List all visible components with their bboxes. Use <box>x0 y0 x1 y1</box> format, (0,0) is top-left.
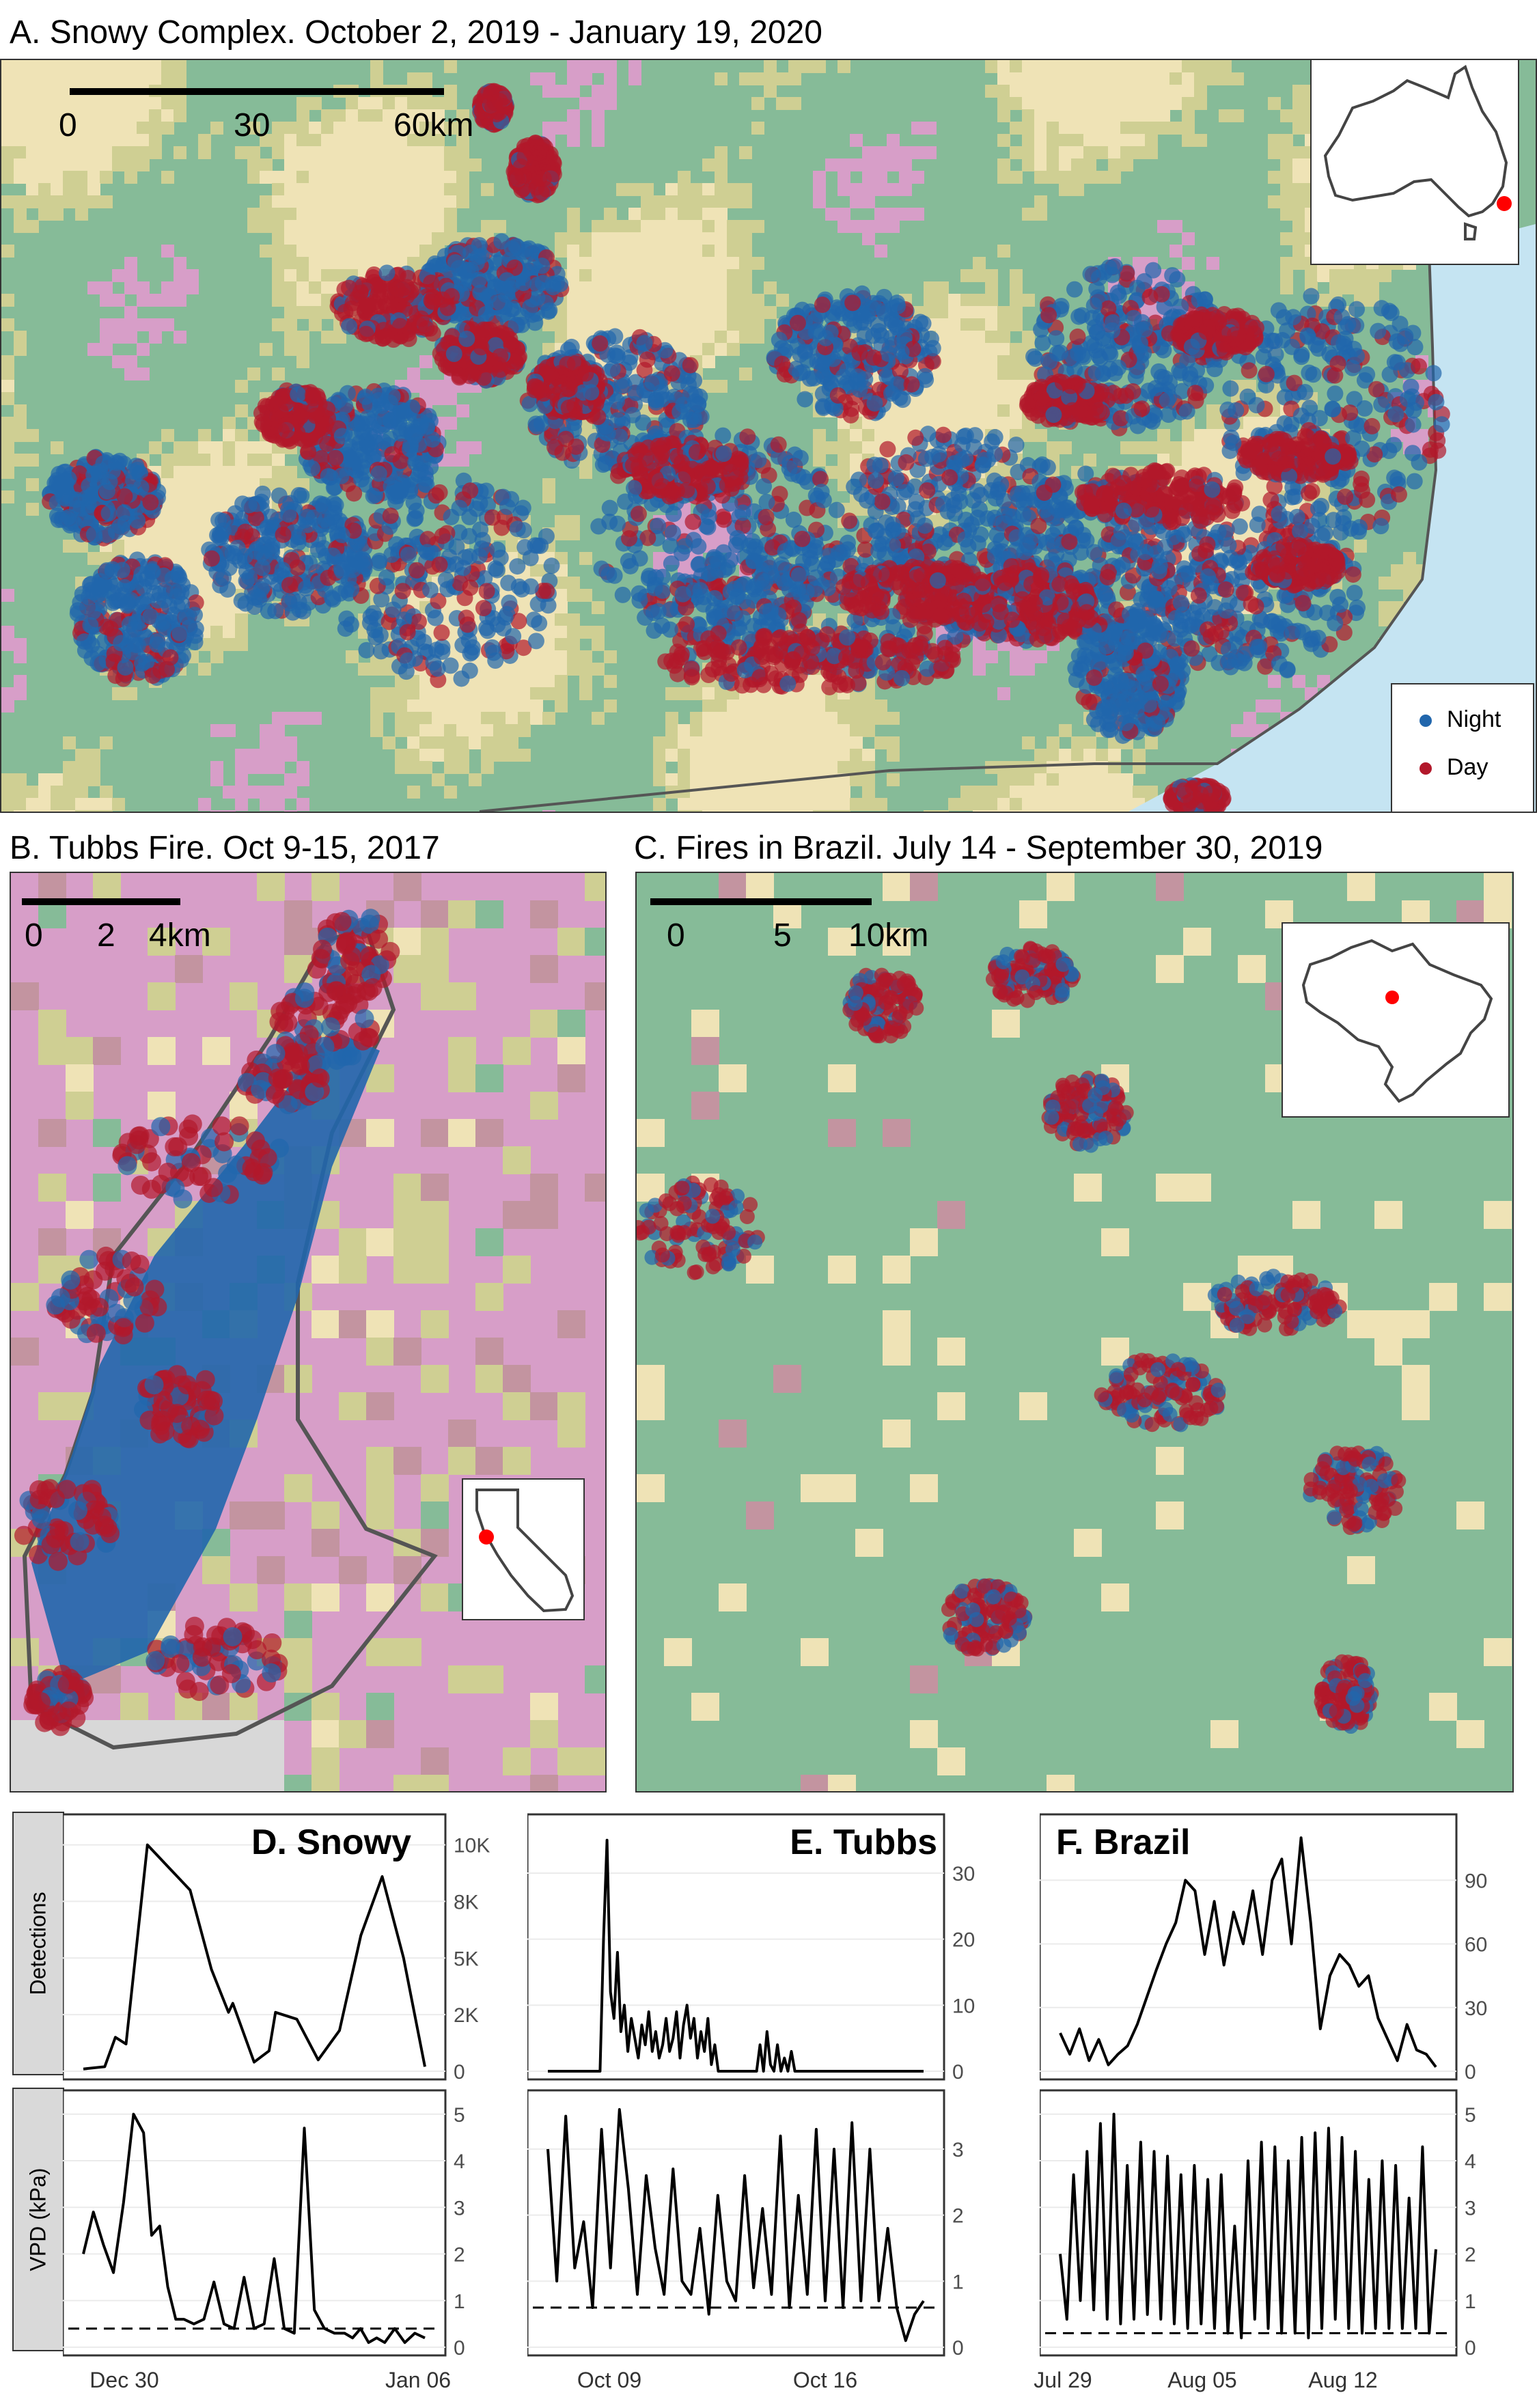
brazil-map: 0 5 10km <box>635 872 1514 1793</box>
y-tick-label: 90 <box>1465 1870 1487 1892</box>
scale-label-mid: 30 <box>234 107 271 143</box>
x-tick-label: Aug 05 <box>1167 2368 1237 2392</box>
series-line <box>82 2112 426 2344</box>
y-tick-label: 3 <box>454 2197 465 2219</box>
y-tick-label: 20 <box>952 1929 975 1952</box>
scale-label-end: 60km <box>393 107 474 143</box>
y-tick-label: 30 <box>1465 1997 1487 2020</box>
y-tick-label: 30 <box>952 1863 975 1885</box>
series-line <box>1059 1836 1437 2068</box>
scale-label-0: 0 <box>667 917 685 954</box>
plot-panel <box>527 1813 945 2081</box>
y-tick-label: 8K <box>454 1891 479 1913</box>
snowy-location-marker <box>1497 196 1512 211</box>
scale-label-mid: 2 <box>97 917 115 954</box>
scale-label-0: 0 <box>25 917 43 954</box>
x-tick-label: Jan 06 <box>385 2368 452 2392</box>
panel-label: E. Tubbs <box>790 1823 937 1862</box>
panel-c-title: C. Fires in Brazil. July 14 - September … <box>634 830 1323 866</box>
panel-b-title: B. Tubbs Fire. Oct 9-15, 2017 <box>10 830 440 866</box>
scale-label-mid: 5 <box>773 917 792 954</box>
california-inset-map <box>462 1478 585 1620</box>
y-tick-label: 0 <box>1465 2061 1476 2084</box>
fire-detections <box>637 941 1407 1734</box>
y-tick-label: 5 <box>454 2104 465 2127</box>
series-line <box>548 1838 924 2073</box>
y-tick-label: 0 <box>454 2061 465 2084</box>
x-tick-label: Oct 09 <box>577 2368 642 2392</box>
y-tick-label: 1 <box>454 2291 465 2313</box>
series-line <box>1059 2112 1437 2340</box>
fire-detections <box>14 909 400 1736</box>
tasmania-outline <box>1464 222 1478 240</box>
y-tick-label: 0 <box>454 2337 465 2359</box>
y-tick-label: 4 <box>454 2150 465 2173</box>
legend-day-label: Day <box>1447 754 1488 780</box>
y-tick-label: 3 <box>1465 2197 1476 2219</box>
vpd-strip-label: VPD (kPa) <box>25 2168 51 2271</box>
y-tick-label: 3 <box>952 2139 964 2161</box>
plot-panel <box>527 2089 945 2357</box>
plot-panel <box>63 2089 447 2357</box>
y-tick-label: 2 <box>454 2244 465 2267</box>
y-tick-label: 10 <box>952 1995 975 2017</box>
brazil-detections-chart: 0 30 60 90 F. Brazil <box>1040 1812 1518 2085</box>
day-swatch <box>1420 762 1432 775</box>
y-tick-label: 1 <box>1465 2291 1476 2313</box>
y-tick-label: 2 <box>1465 2244 1476 2267</box>
scale-label-end: 10km <box>848 917 929 954</box>
brazil-inset-map <box>1282 922 1510 1118</box>
snowy-map: 0 30 60km Night Day <box>0 59 1537 813</box>
x-tick-label: Oct 16 <box>792 2368 858 2392</box>
y-tick-label: 10K <box>454 1835 490 1857</box>
x-tick-label: Dec 30 <box>89 2368 159 2392</box>
snowy-vpd-chart: 0 1 2 3 4 5 <box>63 2088 507 2361</box>
y-tick-label: 2 <box>952 2205 964 2228</box>
tubbs-location-marker <box>479 1530 494 1545</box>
y-tick-label: 60 <box>1465 1934 1487 1956</box>
y-tick-label: 5 <box>1465 2104 1476 2127</box>
series-line <box>83 1843 426 2071</box>
x-tick-label: Aug 12 <box>1308 2368 1378 2392</box>
panel-label: D. Snowy <box>251 1823 411 1862</box>
tubbs-vpd-chart: 0 1 2 3 <box>527 2088 1006 2361</box>
x-tick-label: Jul 29 <box>1034 2368 1092 2392</box>
tubbs-detections-chart: 0 10 20 30 E. Tubbs <box>527 1812 1006 2085</box>
fire-detections <box>42 83 1450 812</box>
panel-a-title: A. Snowy Complex. October 2, 2019 - Janu… <box>10 14 822 51</box>
y-tick-label: 2K <box>454 2004 479 2027</box>
vpd-strip: VPD (kPa) <box>12 2088 64 2351</box>
brazil-vpd-chart: 0 1 2 3 4 5 <box>1040 2088 1518 2361</box>
australia-outline <box>1323 64 1508 218</box>
series-line <box>546 2108 925 2342</box>
map-legend: Night Day <box>1391 683 1534 812</box>
tubbs-map: 0 2 4km <box>10 872 607 1793</box>
y-tick-label: 0 <box>952 2061 964 2084</box>
brazil-outline <box>1301 939 1493 1103</box>
scale-label-0: 0 <box>59 107 77 143</box>
snowy-detections-chart: 0 2K 5K 8K 10K D. Snowy <box>63 1812 507 2085</box>
scale-label-end: 4km <box>149 917 211 954</box>
legend-night: Night <box>1420 706 1501 733</box>
california-outline <box>475 1489 574 1613</box>
legend-day: Day <box>1420 754 1488 781</box>
y-tick-label: 4 <box>1465 2150 1476 2173</box>
brazil-location-marker <box>1385 991 1399 1004</box>
y-tick-label: 1 <box>952 2271 964 2293</box>
panel-label: F. Brazil <box>1056 1823 1191 1862</box>
y-tick-label: 0 <box>952 2337 964 2359</box>
detections-strip: Detections <box>12 1812 64 2075</box>
y-tick-label: 5K <box>454 1948 479 1970</box>
legend-night-label: Night <box>1447 706 1501 732</box>
y-tick-label: 0 <box>1465 2337 1476 2359</box>
australia-inset-map <box>1310 60 1519 265</box>
night-swatch <box>1420 715 1432 728</box>
detections-strip-label: Detections <box>25 1892 51 1995</box>
